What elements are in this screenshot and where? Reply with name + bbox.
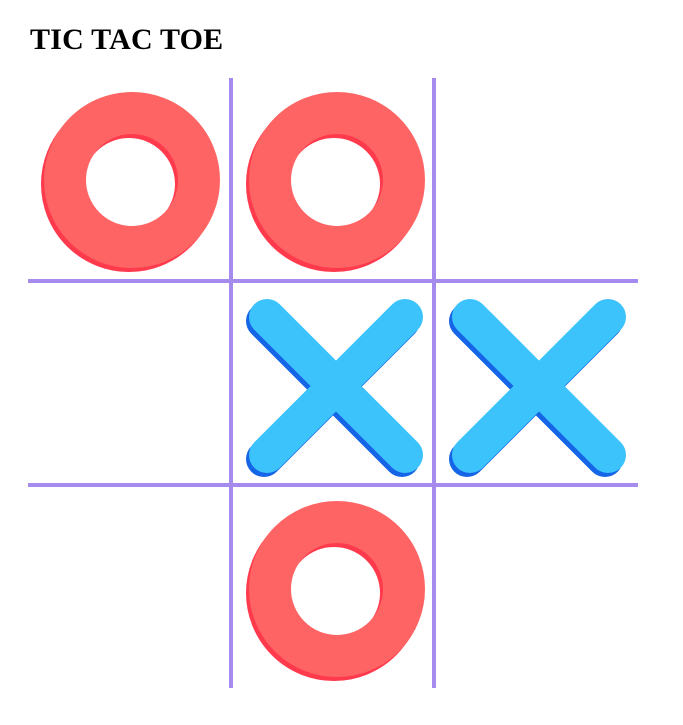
page-title: TIC TAC TOE xyxy=(30,23,224,56)
grid-line-vertical xyxy=(229,78,233,688)
board-cell[interactable] xyxy=(233,283,433,483)
board-cell[interactable] xyxy=(28,487,228,687)
board-cell[interactable] xyxy=(233,78,433,278)
board-cell[interactable] xyxy=(28,78,228,278)
board-cell[interactable] xyxy=(436,283,636,483)
grid-line-horizontal xyxy=(28,483,638,487)
circle-o-icon xyxy=(243,88,429,274)
circle-o-icon xyxy=(243,497,429,683)
grid-line-horizontal xyxy=(28,279,638,283)
game-board xyxy=(28,78,638,688)
board-cell[interactable] xyxy=(233,487,433,687)
board-cell[interactable] xyxy=(28,283,228,483)
grid-line-vertical xyxy=(432,78,436,688)
board-cell[interactable] xyxy=(436,78,636,278)
cross-x-icon xyxy=(243,293,429,479)
board-cell[interactable] xyxy=(436,487,636,687)
cross-x-icon xyxy=(446,293,632,479)
circle-o-icon xyxy=(38,88,224,274)
